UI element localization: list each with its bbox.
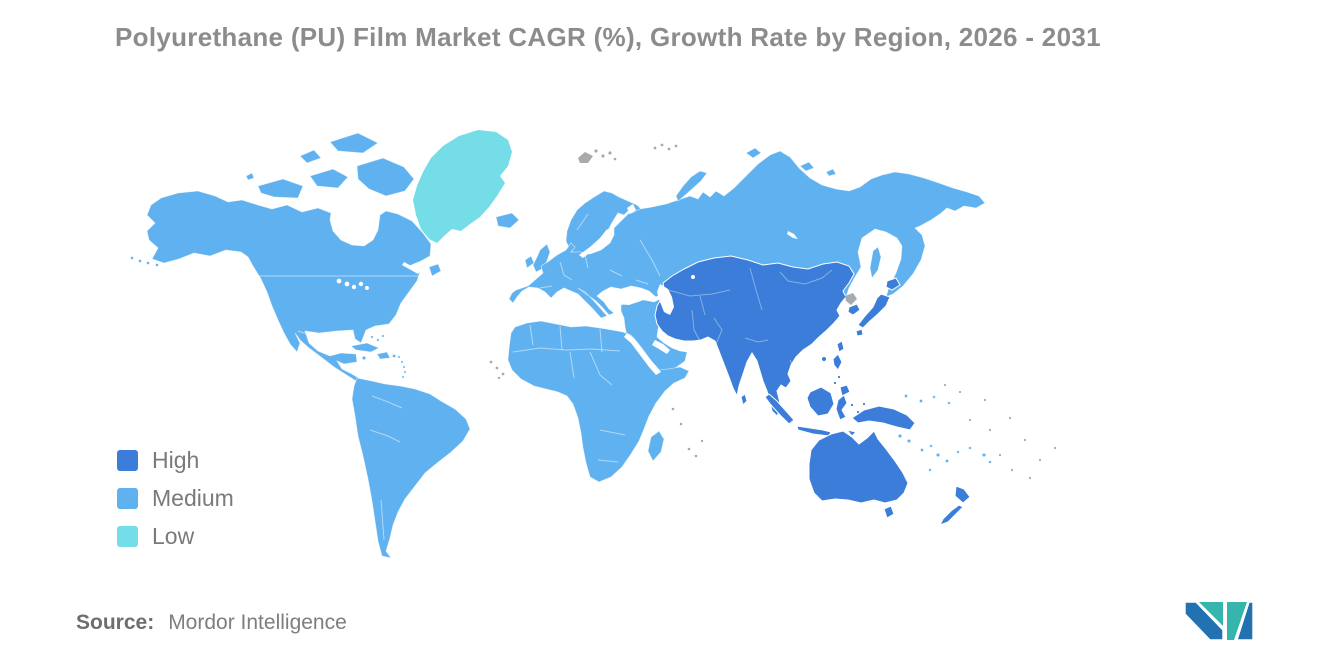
black-sea — [606, 288, 645, 305]
logo-mark — [1185, 602, 1253, 641]
region-svalbard — [578, 152, 593, 163]
region-japan[interactable] — [855, 277, 901, 337]
region-madagascar[interactable] — [647, 430, 665, 462]
region-aleutian-islands — [130, 256, 159, 267]
region-new-guinea[interactable] — [851, 405, 916, 431]
region-newfoundland[interactable] — [428, 263, 442, 277]
region-pacific-islands — [897, 393, 992, 472]
region-north-america[interactable] — [146, 190, 432, 394]
legend-label-medium: Medium — [152, 485, 234, 511]
map-country-borders — [259, 213, 833, 541]
chart-title: Polyurethane (PU) Film Market CAGR (%), … — [115, 22, 1101, 52]
region-iceland[interactable] — [495, 212, 520, 229]
region-taiwan[interactable] — [836, 340, 845, 353]
legend: High Medium Low — [117, 447, 234, 564]
baltic-sea — [579, 229, 611, 258]
region-new-zealand[interactable] — [938, 485, 971, 526]
region-caribbean[interactable] — [350, 334, 407, 379]
source-value: Mordor Intelligence — [168, 611, 347, 634]
source-label: Source: — [76, 611, 155, 634]
region-indonesia[interactable] — [764, 386, 867, 437]
white-sea — [627, 204, 636, 214]
region-south-america[interactable] — [351, 377, 471, 559]
map-regions-high — [654, 255, 971, 526]
st-lawrence — [402, 262, 421, 274]
legend-swatch-high — [117, 450, 138, 471]
lake-baikal — [787, 231, 798, 239]
mordor-intelligence-logo[interactable] — [1185, 602, 1253, 641]
region-novaya-zemlya[interactable] — [675, 170, 708, 202]
legend-item-low[interactable]: Low — [117, 523, 234, 549]
region-philippines[interactable] — [832, 353, 851, 397]
caspian-sea — [657, 284, 674, 315]
region-greenland[interactable] — [413, 130, 512, 243]
legend-swatch-low — [117, 526, 138, 547]
map-regions-no-data — [489, 143, 1057, 480]
legend-label-low: Low — [152, 523, 195, 549]
hudson-bay — [336, 202, 379, 238]
region-canadian-arctic-islands[interactable] — [245, 132, 415, 216]
map-regions-low — [413, 130, 512, 243]
legend-label-high: High — [152, 447, 200, 473]
region-africa[interactable] — [507, 320, 690, 483]
region-sri-lanka[interactable] — [740, 393, 748, 406]
region-tasmania[interactable] — [883, 505, 895, 519]
region-russian-arctic-islands — [745, 147, 837, 177]
region-europe-russia[interactable] — [508, 150, 986, 319]
legend-swatch-medium — [117, 488, 138, 509]
region-sakhalin[interactable] — [869, 246, 882, 279]
region-australia[interactable] — [808, 430, 909, 504]
region-north-korea[interactable] — [845, 293, 857, 305]
region-ireland[interactable] — [524, 255, 535, 269]
red-sea — [624, 333, 661, 375]
source-line: Source: Mordor Intelligence — [76, 611, 347, 635]
legend-item-medium[interactable]: Medium — [117, 485, 234, 511]
persian-gulf — [652, 340, 670, 354]
map-water-overlays — [336, 195, 798, 375]
region-hainan — [821, 356, 827, 362]
region-asia-pacific-mainland[interactable] — [654, 255, 855, 417]
legend-item-high[interactable]: High — [117, 447, 234, 473]
region-south-korea[interactable] — [847, 303, 861, 316]
